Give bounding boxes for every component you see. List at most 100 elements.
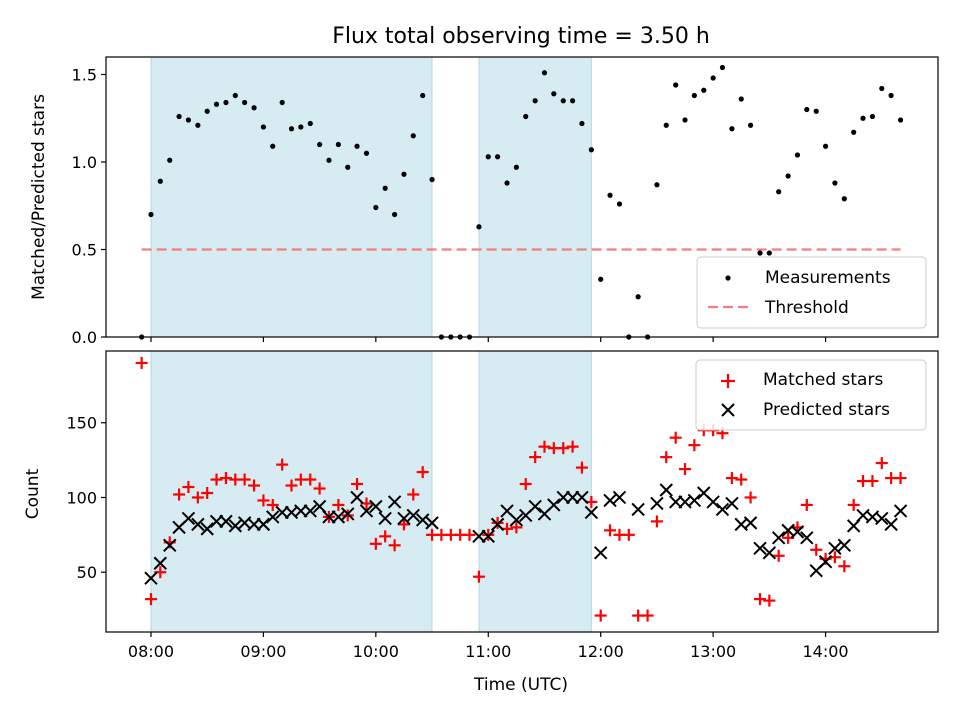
measurement-point [429,176,435,183]
matched-star-point [763,594,776,607]
measurement-point [841,196,847,202]
measurement-point [710,75,716,81]
matched-star-point [847,498,860,511]
predicted-star-point [181,511,196,526]
predicted-star-point [528,499,542,514]
measurement-point [757,250,763,256]
matched-star-point [135,356,148,369]
predicted-star-point [875,511,889,526]
measurement-point [776,189,782,195]
measurement-point [476,224,482,230]
matched-star-point [407,488,420,501]
matched-star-point [622,528,635,541]
measurement-point [345,164,351,170]
count-x-tick-label: 12:00 [578,642,624,661]
measurement-point [363,150,370,156]
measurement-point [813,108,819,114]
matched-star-point [173,488,186,501]
ratio-plot-frame [105,56,939,338]
measurement-point [682,117,688,123]
matched-star-point [594,609,607,622]
measurement-point [335,141,341,148]
count-y-tick-label: 150 [66,414,97,433]
count-x-tick-label: 14:00 [803,642,849,661]
matched-star-point [510,521,523,534]
count-legend-box [695,359,927,431]
measurement-point [354,143,360,149]
measurement-point [242,99,248,106]
legend-matched-label: Matched stars [763,370,883,390]
measurement-point [176,113,182,120]
count-panel: 50 100 150 08:00 09:00 10:00 11:00 12:00 13:00 1… [23,350,939,695]
measurement-point [523,113,529,120]
predicted-star-point [425,516,439,530]
predicted-star-point [153,556,168,570]
measurement-point [307,120,313,127]
ratio-panel: 0.0 0.5 1.0 1.5 Matched/Predicted stars Mea… [29,56,939,347]
measurement-point [382,185,388,191]
predicted-star-point [893,504,908,518]
measurement-point [298,124,304,130]
count-x-tick-label: 09:00 [240,642,286,661]
predicted-star-point [612,490,627,505]
count-x-tick-label: 08:00 [128,642,174,661]
measurement-point [504,180,510,186]
measurement-point [879,85,885,92]
measurement-point [822,143,829,149]
matched-star-point [688,439,701,452]
matched-star-point [285,479,298,492]
predicted-star-point [387,495,402,509]
predicted-star-point [575,490,589,505]
measurement-point [888,92,894,99]
measurement-point [766,250,772,256]
ratio-y-ticks: 0.0 0.5 1.0 1.5 [72,66,106,347]
measurement-point [167,157,173,163]
predicted-star-point [369,499,383,514]
predicted-star-point [837,538,852,553]
ratio-legend-box [696,256,927,329]
matched-star-point [810,543,823,556]
predicted-star-point [350,490,364,505]
matched-star-point [416,466,429,479]
matched-star-point [866,475,879,488]
matched-star-point [248,479,261,492]
matched-star-point [725,472,738,485]
predicted-star-point [771,531,786,545]
legend-predicted-marker [721,403,735,417]
ratio-y-tick-label: 0.5 [72,241,97,260]
measurement-point [260,124,267,130]
matched-star-point [369,537,382,550]
measurement-point [485,154,491,160]
predicted-star-point [191,517,205,532]
matched-star-point [144,593,157,606]
chart-title: Flux total observing time = 3.50 h [332,24,710,49]
measurement-point [607,192,613,198]
observing-windows-top [150,56,592,338]
count-x-tick-label: 10:00 [353,642,399,661]
predicted-star-point [322,510,336,524]
predicted-star-point [397,511,411,526]
measurement-point [495,154,501,160]
predicted-star-point [828,541,842,556]
count-y-axis-label: Count [23,468,43,519]
predicted-star-point [753,541,767,556]
measurement-point [832,180,838,186]
measurement-point [860,115,866,121]
measurement-point [279,99,285,106]
predicted-star-point [509,513,524,527]
predicted-star-point [341,507,355,521]
matched-star-point [519,478,532,491]
measurement-point [420,92,426,99]
matched-star-point [575,461,588,474]
matched-star-point [351,478,364,491]
matched-star-point [604,524,617,537]
measurement-point [251,105,257,111]
predicted-star-point [228,519,243,533]
measurement-point [551,91,557,97]
legend-matched-marker [721,374,735,388]
count-y-tick-label: 50 [77,563,97,582]
measurement-point [204,108,210,114]
measurement-point [569,98,576,104]
legend-predicted-label: Predicted stars [763,400,890,420]
legend-measurements-label: Measurements [765,268,891,288]
